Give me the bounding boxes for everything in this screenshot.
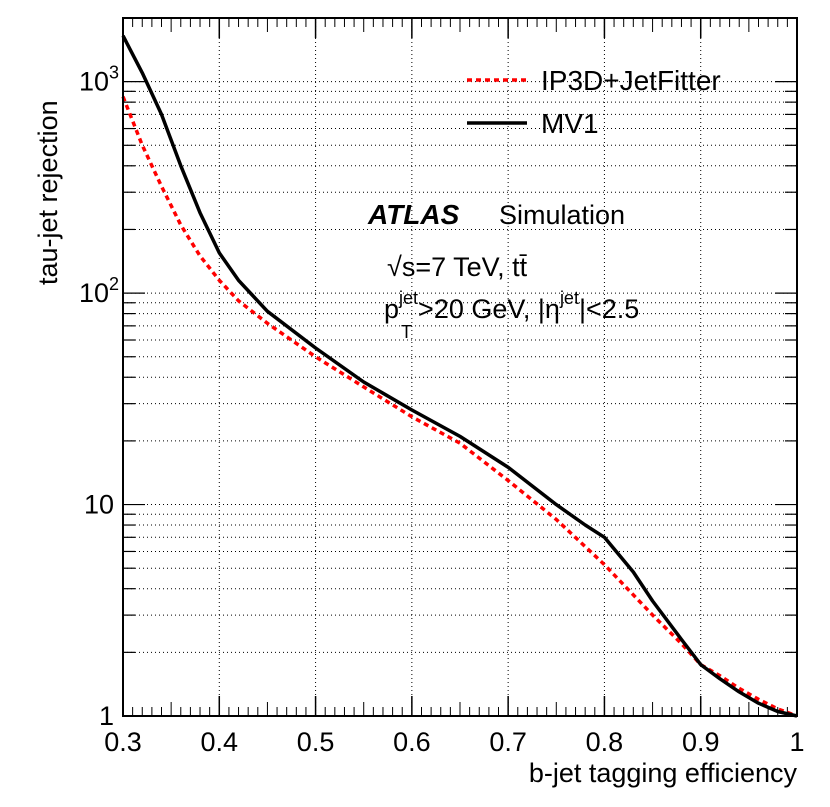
series-line-ip3d-jetfitter (121, 95, 798, 718)
legend: IP3D+JetFitter MV1 (467, 65, 721, 139)
plot-frame (122, 17, 798, 717)
axis-ticks (122, 17, 798, 717)
simulation-label: Simulation (499, 200, 625, 230)
x-tick-label: 0.4 (201, 727, 239, 757)
y-tick-labels: 1 10 102 103 (79, 63, 119, 731)
atlas-label: ATLAS (367, 199, 460, 230)
y-tick-label: 1 (99, 701, 114, 731)
annotations: ATLAS Simulation √s=7 TeV, tt̄ pjet>20 G… (367, 199, 639, 342)
y-axis-title: tau-jet rejection (33, 100, 63, 285)
grid (123, 17, 797, 716)
x-tick-label: 0.6 (393, 727, 431, 757)
cuts-annotation: pjet>20 GeV, |ηjet|<2.5 (384, 288, 639, 324)
x-tick-label: 0.7 (489, 727, 527, 757)
series-layer (121, 34, 798, 718)
x-tick-label: 0.5 (297, 727, 335, 757)
x-tick-label: 0.3 (104, 727, 142, 757)
x-tick-label: 0.8 (586, 727, 624, 757)
legend-label-mv1: MV1 (541, 108, 599, 139)
x-tick-labels: 0.3 0.4 0.5 0.6 0.7 0.8 0.9 1 (104, 727, 804, 757)
cuts-annotation-subscript: T (401, 322, 412, 342)
energy-annotation: √s=7 TeV, tt̄ (387, 252, 528, 282)
y-tick-label: 10 (84, 490, 114, 520)
x-tick-label: 0.9 (682, 727, 720, 757)
x-axis-title: b-jet tagging efficiency (529, 758, 798, 788)
y-tick-label: 102 (79, 274, 119, 308)
series-line-mv1 (121, 34, 798, 718)
x-tick-label: 1 (789, 727, 804, 757)
y-tick-label: 103 (79, 63, 119, 97)
legend-label-ip3d-jetfitter: IP3D+JetFitter (541, 65, 721, 96)
